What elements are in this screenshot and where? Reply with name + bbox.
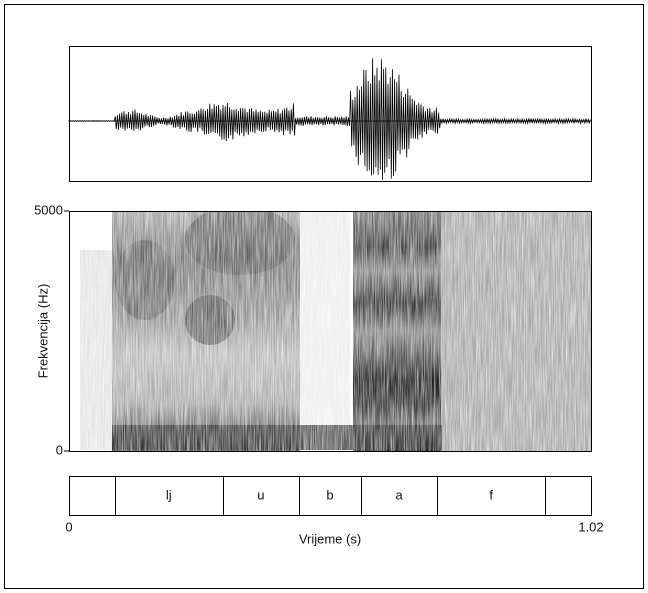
tier-label: lj bbox=[166, 487, 172, 502]
x-tick-label: 1.02 bbox=[578, 519, 603, 534]
tier-label: b bbox=[326, 487, 333, 502]
x-tick-label: 0 bbox=[65, 519, 72, 534]
waveform-frame bbox=[69, 46, 592, 182]
spectrogram bbox=[69, 211, 591, 451]
y-tick-label: 5000 bbox=[34, 202, 63, 217]
outer-frame bbox=[4, 4, 644, 589]
waveform-trace bbox=[68, 58, 591, 180]
waveform bbox=[68, 58, 591, 180]
y-tick-label: 0 bbox=[56, 442, 63, 457]
spectrogram-noise bbox=[69, 211, 591, 451]
tier-label: a bbox=[395, 487, 403, 502]
tier-label: f bbox=[489, 487, 493, 502]
tier-frame bbox=[69, 476, 592, 516]
x-axis-label: Vrijeme (s) bbox=[299, 531, 361, 546]
tier-label: u bbox=[257, 487, 264, 502]
y-axis-label: Frekvencija (Hz) bbox=[35, 284, 50, 379]
spectrogram-frame bbox=[69, 211, 592, 452]
